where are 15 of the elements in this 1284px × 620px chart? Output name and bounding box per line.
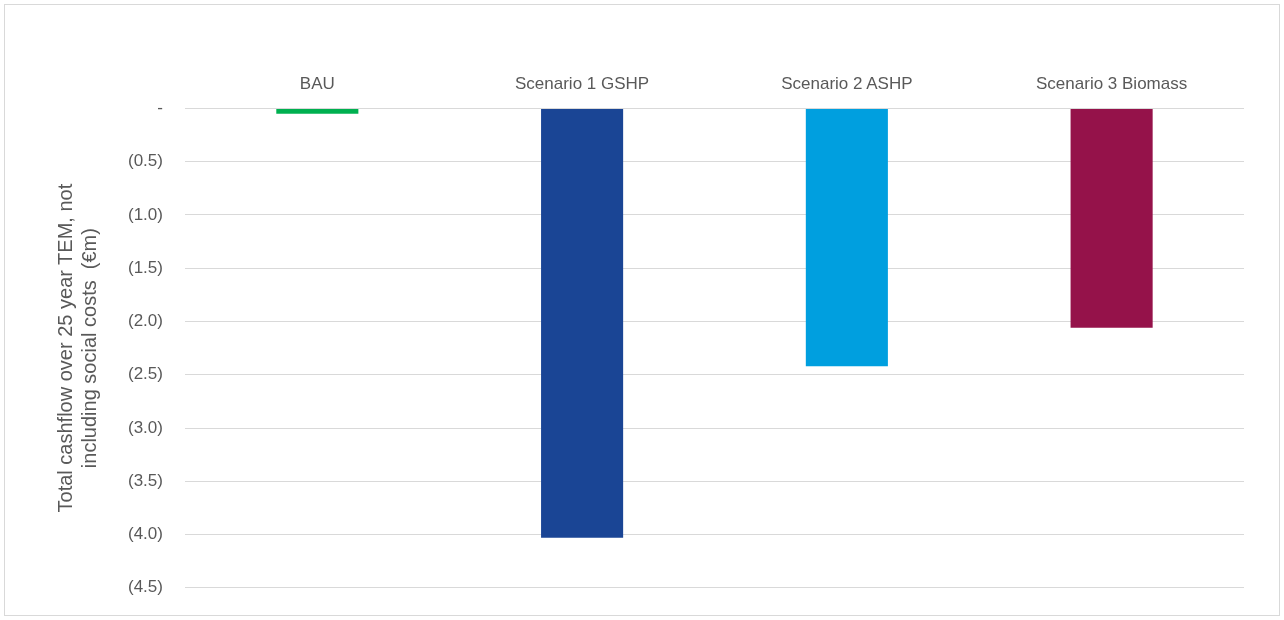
y-tick-label: - xyxy=(157,98,163,118)
y-axis-title: Total cashflow over 25 year TEM, not including social costs (€m) xyxy=(53,183,100,513)
y-tick-label: (0.5) xyxy=(127,151,163,171)
y-tick-label: (4.0) xyxy=(127,524,163,544)
y-tick-label: (3.5) xyxy=(127,470,163,490)
y-tick-label: (2.0) xyxy=(127,311,163,331)
x-tick-label: Scenario 2 ASHP xyxy=(781,73,913,93)
y-tick-label: (1.0) xyxy=(127,204,163,224)
y-tick-label: (3.0) xyxy=(127,417,163,437)
y-tick-label: (2.5) xyxy=(127,364,163,384)
y-tick-label: (1.5) xyxy=(127,257,163,277)
x-tick-label: BAU xyxy=(299,73,335,93)
y-tick-label: (4.5) xyxy=(127,577,163,597)
x-tick-label: Scenario 3 Biomass xyxy=(1036,73,1188,93)
x-tick-label: Scenario 1 GSHP xyxy=(515,73,650,93)
